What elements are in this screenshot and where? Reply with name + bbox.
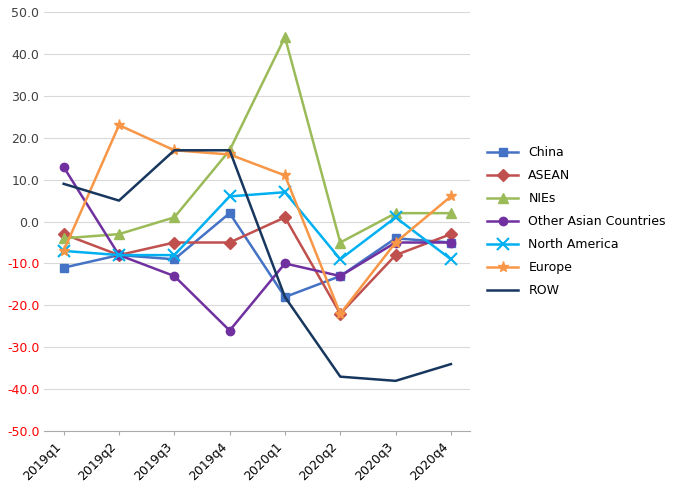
ASEAN	[170, 240, 178, 245]
North America	[115, 252, 123, 258]
Other Asian Countries	[336, 273, 344, 279]
Europe	[392, 240, 400, 245]
North America	[281, 189, 289, 195]
China	[60, 265, 68, 270]
Other Asian Countries	[60, 164, 68, 170]
China	[336, 273, 344, 279]
Line: ASEAN: ASEAN	[60, 213, 455, 318]
Europe	[336, 311, 344, 317]
ASEAN	[60, 231, 68, 237]
North America	[170, 252, 178, 258]
Europe	[115, 122, 123, 128]
China	[115, 252, 123, 258]
Europe	[447, 194, 455, 199]
ROW	[115, 197, 123, 203]
ROW	[281, 294, 289, 300]
Legend: China, ASEAN, NIEs, Other Asian Countries, North America, Europe, ROW: China, ASEAN, NIEs, Other Asian Countrie…	[481, 140, 672, 303]
Other Asian Countries	[226, 328, 234, 334]
NIEs	[447, 210, 455, 216]
ASEAN	[392, 252, 400, 258]
Other Asian Countries	[392, 240, 400, 245]
Other Asian Countries	[281, 261, 289, 267]
ASEAN	[281, 215, 289, 220]
ASEAN	[226, 240, 234, 245]
Europe	[226, 151, 234, 157]
China	[392, 235, 400, 241]
Line: Other Asian Countries: Other Asian Countries	[60, 163, 455, 335]
Europe	[170, 147, 178, 153]
NIEs	[226, 147, 234, 153]
ROW	[60, 181, 68, 187]
China	[281, 294, 289, 300]
ROW	[447, 361, 455, 367]
Other Asian Countries	[115, 252, 123, 258]
ROW	[226, 147, 234, 153]
Line: Europe: Europe	[58, 120, 456, 319]
ROW	[336, 374, 344, 380]
North America	[392, 215, 400, 220]
Line: China: China	[60, 209, 455, 301]
Line: NIEs: NIEs	[58, 32, 456, 247]
North America	[226, 194, 234, 199]
China	[226, 210, 234, 216]
ROW	[392, 378, 400, 384]
ROW	[170, 147, 178, 153]
Other Asian Countries	[447, 240, 455, 245]
ASEAN	[336, 311, 344, 317]
NIEs	[392, 210, 400, 216]
China	[447, 240, 455, 245]
China	[170, 256, 178, 262]
NIEs	[170, 215, 178, 220]
Europe	[281, 172, 289, 178]
NIEs	[336, 240, 344, 245]
ASEAN	[447, 231, 455, 237]
NIEs	[281, 34, 289, 40]
NIEs	[60, 235, 68, 241]
North America	[447, 256, 455, 262]
Other Asian Countries	[170, 273, 178, 279]
North America	[336, 256, 344, 262]
North America	[60, 248, 68, 254]
Line: North America: North America	[58, 187, 456, 265]
Europe	[60, 248, 68, 254]
ASEAN	[115, 252, 123, 258]
NIEs	[115, 231, 123, 237]
Line: ROW: ROW	[64, 150, 451, 381]
